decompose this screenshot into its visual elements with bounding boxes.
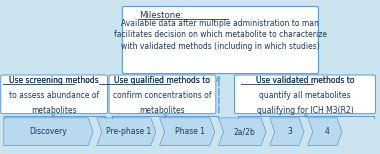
FancyBboxPatch shape — [234, 75, 375, 114]
Text: 4: 4 — [325, 127, 330, 136]
Text: with validated methods (including in which studies): with validated methods (including in whi… — [121, 42, 320, 51]
Text: Discovery: Discovery — [30, 127, 67, 136]
FancyBboxPatch shape — [122, 6, 318, 74]
Text: 2a/2b: 2a/2b — [234, 127, 256, 136]
Polygon shape — [218, 118, 266, 146]
Text: Use validated methods to: Use validated methods to — [256, 76, 354, 85]
Polygon shape — [4, 118, 93, 146]
Text: confirm concentrations of: confirm concentrations of — [113, 91, 212, 100]
Polygon shape — [270, 118, 304, 146]
Text: facilitates decision on which metabolite to characterize: facilitates decision on which metabolite… — [114, 30, 327, 39]
Polygon shape — [97, 118, 156, 146]
Text: metabolites: metabolites — [139, 106, 185, 115]
Text: Use screening methods: Use screening methods — [9, 76, 99, 85]
Text: Pre-phase 1: Pre-phase 1 — [106, 127, 152, 136]
Text: Available data after multiple administration to man: Available data after multiple administra… — [122, 19, 319, 28]
Text: Use validated methods to: Use validated methods to — [256, 76, 354, 85]
FancyBboxPatch shape — [109, 75, 216, 114]
Text: Use qualified methods to: Use qualified methods to — [114, 76, 211, 85]
Text: Phase 1: Phase 1 — [175, 127, 204, 136]
Text: Use qualified methods to: Use qualified methods to — [114, 76, 211, 85]
FancyBboxPatch shape — [1, 75, 108, 114]
Text: 3: 3 — [287, 127, 292, 136]
Polygon shape — [160, 118, 215, 146]
Text: to assess abundance of: to assess abundance of — [9, 91, 99, 100]
Text: quantify all metabolites: quantify all metabolites — [259, 91, 351, 100]
Text: qualifying for ICH M3(R2): qualifying for ICH M3(R2) — [256, 106, 353, 115]
Text: metabolites: metabolites — [31, 106, 77, 115]
Text: Milestone:: Milestone: — [139, 11, 183, 20]
Polygon shape — [308, 118, 342, 146]
Text: Use screening methods: Use screening methods — [9, 76, 99, 85]
